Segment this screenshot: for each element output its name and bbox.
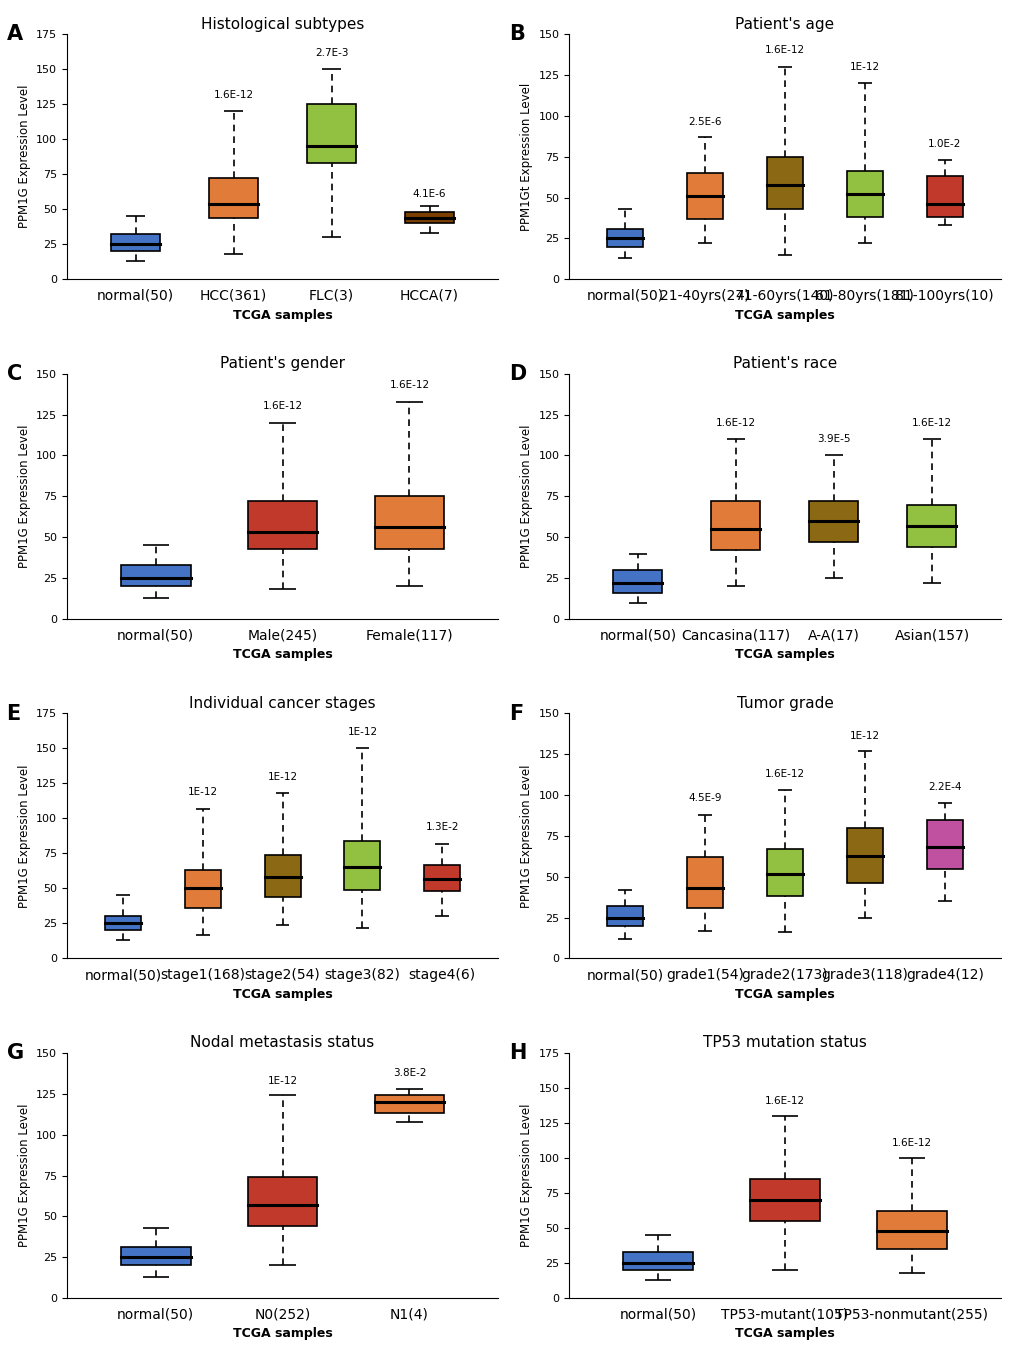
Text: 1.6E-12: 1.6E-12	[213, 90, 254, 100]
Y-axis label: PPM1G Expression Level: PPM1G Expression Level	[520, 764, 533, 908]
Text: A: A	[6, 24, 22, 45]
Bar	[687, 858, 722, 908]
Text: 1.3E-2: 1.3E-2	[425, 822, 459, 832]
Text: 1.6E-12: 1.6E-12	[715, 418, 755, 427]
Title: TP53 mutation status: TP53 mutation status	[702, 1035, 866, 1050]
Bar	[405, 212, 453, 224]
Bar	[424, 864, 460, 892]
Text: 1.6E-12: 1.6E-12	[764, 769, 804, 779]
X-axis label: TCGA samples: TCGA samples	[232, 308, 332, 322]
Bar	[344, 841, 380, 890]
Title: Patient's gender: Patient's gender	[220, 357, 344, 372]
Title: Patient's age: Patient's age	[735, 16, 834, 31]
Text: 3.8E-2: 3.8E-2	[392, 1068, 426, 1077]
Text: 1.6E-12: 1.6E-12	[389, 380, 429, 391]
Text: 1E-12: 1E-12	[267, 1076, 298, 1086]
Y-axis label: PPM1G Expression Level: PPM1G Expression Level	[17, 85, 31, 228]
Bar	[711, 501, 760, 550]
Bar	[907, 505, 956, 547]
Text: 1.6E-12: 1.6E-12	[891, 1139, 931, 1148]
X-axis label: TCGA samples: TCGA samples	[232, 988, 332, 1000]
Bar	[374, 497, 444, 548]
X-axis label: TCGA samples: TCGA samples	[232, 649, 332, 661]
Bar	[926, 176, 962, 217]
Bar	[809, 501, 858, 541]
Bar	[687, 174, 722, 218]
Y-axis label: PPM1G Expression Level: PPM1G Expression Level	[17, 425, 31, 569]
Bar	[105, 916, 141, 931]
Text: 1E-12: 1E-12	[849, 731, 879, 741]
Title: Histological subtypes: Histological subtypes	[201, 16, 364, 31]
Title: Tumor grade: Tumor grade	[736, 696, 833, 711]
Bar	[623, 1253, 692, 1270]
Bar	[749, 1179, 819, 1221]
Bar	[374, 1095, 444, 1114]
Bar	[606, 228, 643, 247]
Text: 4.5E-9: 4.5E-9	[688, 794, 721, 803]
Y-axis label: PPM1G Expression Level: PPM1G Expression Level	[520, 425, 533, 569]
Y-axis label: PPM1G Expression Level: PPM1G Expression Level	[17, 764, 31, 908]
Bar	[766, 157, 802, 209]
Text: 3.9E-5: 3.9E-5	[816, 434, 850, 444]
Text: 2.2E-4: 2.2E-4	[927, 782, 961, 792]
Text: 2.5E-6: 2.5E-6	[688, 117, 721, 128]
Text: 1.6E-12: 1.6E-12	[262, 402, 303, 411]
Bar	[248, 501, 317, 548]
Text: 1E-12: 1E-12	[187, 787, 218, 798]
Title: Nodal metastasis status: Nodal metastasis status	[191, 1035, 374, 1050]
Bar	[111, 235, 160, 251]
Text: 1.6E-12: 1.6E-12	[764, 45, 804, 56]
X-axis label: TCGA samples: TCGA samples	[735, 649, 834, 661]
Text: 1.6E-12: 1.6E-12	[911, 418, 951, 427]
Text: 2.7E-3: 2.7E-3	[315, 47, 348, 58]
Text: C: C	[6, 364, 21, 384]
Bar	[846, 171, 881, 217]
Bar	[184, 870, 220, 908]
Bar	[121, 1247, 191, 1265]
Title: Patient's race: Patient's race	[732, 357, 837, 372]
Bar	[307, 104, 356, 163]
Y-axis label: PPM1Gt Expression Level: PPM1Gt Expression Level	[520, 83, 533, 231]
Text: 1.0E-2: 1.0E-2	[927, 138, 961, 148]
Bar	[766, 849, 802, 897]
Bar	[248, 1177, 317, 1227]
Bar	[209, 179, 258, 217]
X-axis label: TCGA samples: TCGA samples	[735, 308, 834, 322]
X-axis label: TCGA samples: TCGA samples	[735, 988, 834, 1000]
Text: 1E-12: 1E-12	[849, 62, 879, 72]
Text: G: G	[6, 1044, 23, 1064]
Bar	[121, 565, 191, 586]
Bar	[926, 820, 962, 868]
Text: E: E	[6, 704, 20, 723]
Text: B: B	[508, 24, 525, 45]
Bar	[846, 828, 881, 883]
Text: 1.6E-12: 1.6E-12	[764, 1096, 804, 1106]
Text: 4.1E-6: 4.1E-6	[413, 190, 446, 199]
Text: H: H	[508, 1044, 526, 1064]
Text: D: D	[508, 364, 526, 384]
X-axis label: TCGA samples: TCGA samples	[735, 1327, 834, 1341]
Y-axis label: PPM1G Expression Level: PPM1G Expression Level	[520, 1103, 533, 1247]
Bar	[606, 906, 643, 925]
X-axis label: TCGA samples: TCGA samples	[232, 1327, 332, 1341]
Bar	[264, 855, 301, 897]
Title: Individual cancer stages: Individual cancer stages	[190, 696, 376, 711]
Bar	[876, 1212, 946, 1248]
Bar	[612, 570, 661, 593]
Y-axis label: PPM1G Expression Level: PPM1G Expression Level	[17, 1103, 31, 1247]
Text: 1E-12: 1E-12	[347, 727, 377, 737]
Text: 1E-12: 1E-12	[267, 772, 298, 782]
Text: F: F	[508, 704, 523, 723]
